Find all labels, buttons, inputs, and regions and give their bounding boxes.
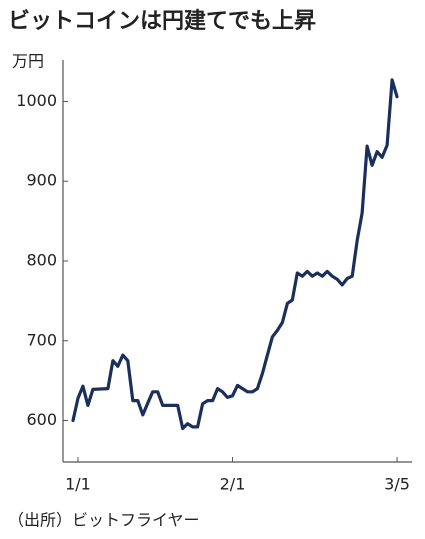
y-tick-label: 1000 <box>16 91 57 110</box>
y-unit: 万円 <box>12 52 44 71</box>
x-tick-label: 2/1 <box>220 475 246 494</box>
x-tick-label: 1/1 <box>65 475 91 494</box>
y-tick-label: 600 <box>26 410 57 429</box>
chart-title: ビットコインは円建てでも上昇 <box>8 9 316 34</box>
y-tick-label: 800 <box>26 251 57 270</box>
y-tick-label: 900 <box>26 171 57 190</box>
x-tick-label: 3/5 <box>384 475 410 494</box>
price-line <box>71 78 399 431</box>
source: （出所）ビットフライヤー <box>8 511 200 530</box>
y-tick-label: 700 <box>26 330 57 349</box>
